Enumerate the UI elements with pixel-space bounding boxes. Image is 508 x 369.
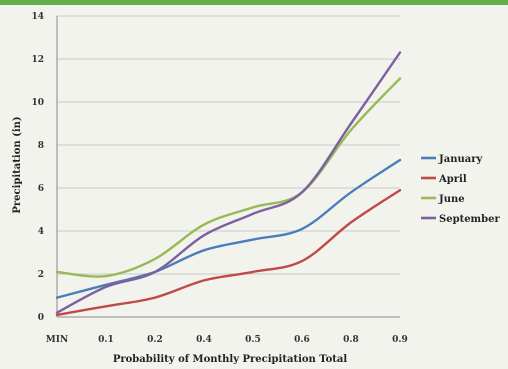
legend-label: April <box>438 174 467 185</box>
y-tick-label: 14 <box>31 12 44 22</box>
x-tick-label: 0.6 <box>294 335 310 345</box>
x-tick-label: 0.5 <box>245 335 261 345</box>
legend-label: January <box>438 154 484 165</box>
y-axis-title: Precipitation (in) <box>12 116 23 213</box>
x-tick-labels: MIN 0.1 0.2 0.4 0.5 0.6 0.8 0.9 <box>46 335 408 345</box>
y-tick-label: 2 <box>38 270 44 280</box>
x-tick-label: 0.8 <box>343 335 359 345</box>
y-tick-label: 4 <box>38 227 44 237</box>
y-tick-label: 6 <box>38 184 44 194</box>
series-line-april <box>55 189 402 317</box>
series-line-september <box>55 51 402 314</box>
y-tick-label: 12 <box>31 55 44 65</box>
legend-label: June <box>438 194 465 205</box>
y-tick-label: 8 <box>38 141 44 151</box>
series-line-june <box>55 77 402 278</box>
y-tick-labels: 0 2 4 6 8 10 12 14 <box>31 12 44 323</box>
x-axis-title: Probability of Monthly Precipitation Tot… <box>113 354 348 365</box>
x-tick-label: 0.1 <box>98 335 114 345</box>
y-tick-label: 10 <box>31 98 44 108</box>
legend: January April June September <box>421 154 500 225</box>
y-tick-label: 0 <box>38 313 44 323</box>
x-tick-label: 0.9 <box>392 335 408 345</box>
axes <box>56 16 400 318</box>
series-line-january <box>55 158 402 299</box>
series-lines <box>55 51 402 317</box>
legend-label: September <box>439 214 500 225</box>
gridlines <box>57 15 400 318</box>
top-accent-band <box>0 0 508 5</box>
x-tick-label: 0.4 <box>196 335 212 345</box>
x-tick-label: MIN <box>46 335 68 345</box>
x-tick-label: 0.2 <box>147 335 163 345</box>
